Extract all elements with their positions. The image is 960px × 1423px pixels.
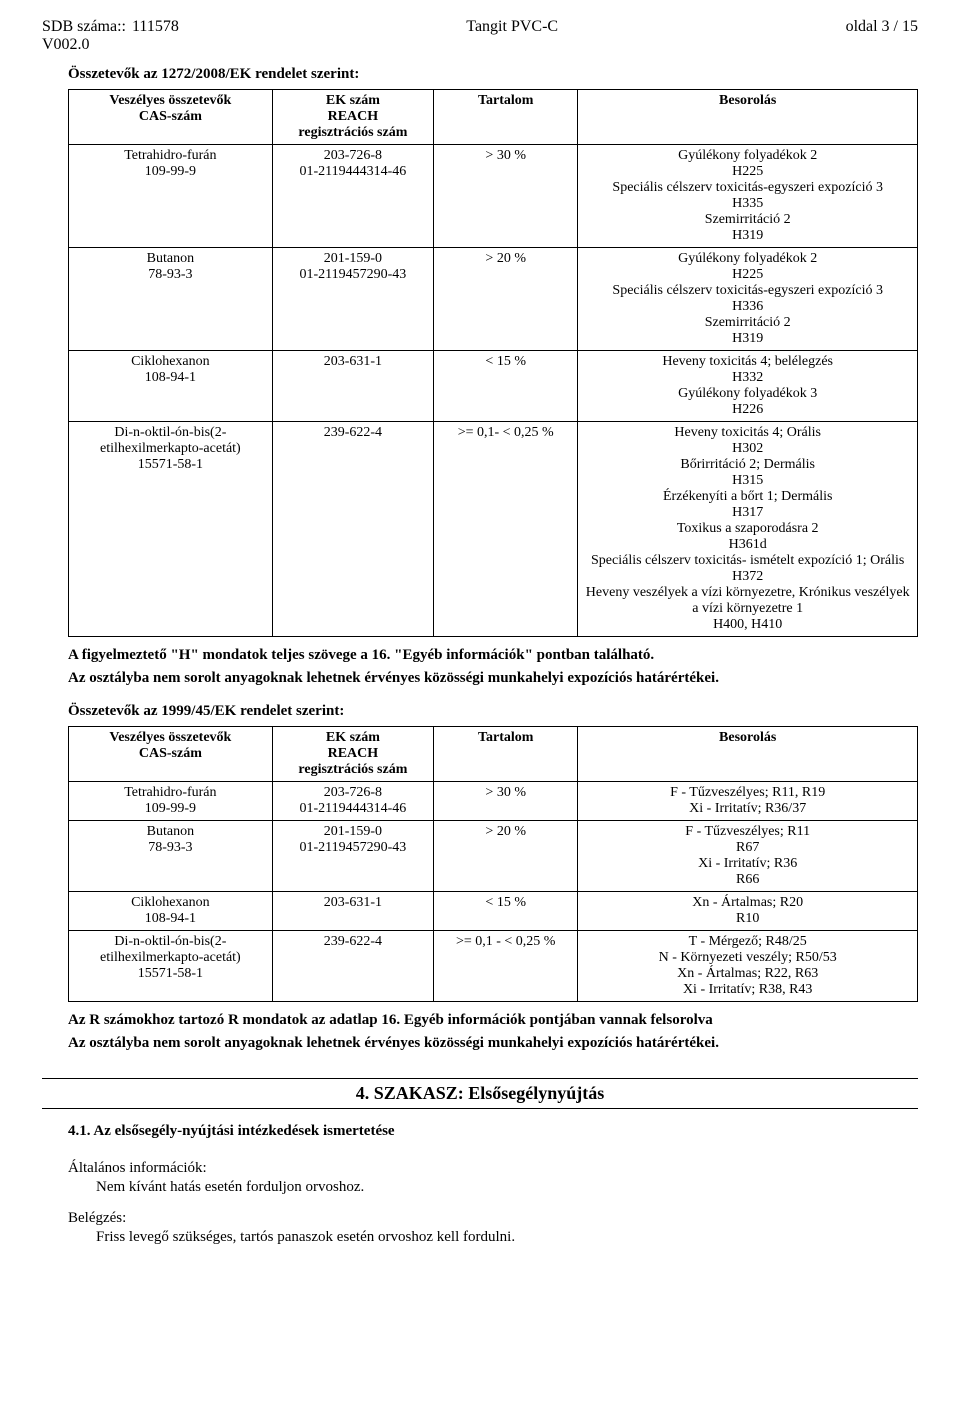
th-text: EK szám [326, 93, 380, 108]
note-h-phrases: A figyelmeztető "H" mondatok teljes szöv… [68, 647, 918, 664]
cell-classification: F - Tűzveszélyes; R11R67Xi - Irritatív; … [578, 821, 918, 892]
cell-ek: 201-159-001-2119457290-43 [272, 248, 433, 351]
cell-ek: 203-631-1 [272, 892, 433, 931]
table-row: Butanon78-93-3201-159-001-2119457290-43>… [69, 248, 918, 351]
col-content: Tartalom [434, 727, 578, 782]
cell-content: < 15 % [434, 892, 578, 931]
general-info-label: Általános információk: [68, 1160, 918, 1177]
table-header-row: Veszélyes összetevők CAS-szám EK szám RE… [69, 90, 918, 145]
cell-classification: Heveny toxicitás 4; belélegzésH332Gyúlék… [578, 351, 918, 422]
note-limits-1: Az osztályba nem sorolt anyagoknak lehet… [68, 670, 918, 687]
sdb-label: SDB száma:: [42, 18, 126, 36]
col-ek: EK szám REACH regisztrációs szám [272, 727, 433, 782]
cell-classification: T - Mérgező; R48/25N - Környezeti veszél… [578, 931, 918, 1002]
col-class: Besorolás [578, 727, 918, 782]
cell-substance: Ciklohexanon108-94-1 [69, 351, 273, 422]
th-text: REACH [328, 746, 379, 761]
cell-substance: Di-n-oktil-ón-bis(2-etilhexilmerkapto-ac… [69, 931, 273, 1002]
th-text: regisztrációs szám [298, 762, 407, 777]
th-text: Veszélyes összetevők [109, 730, 231, 745]
cell-ek: 239-622-4 [272, 931, 433, 1002]
table-row: Di-n-oktil-ón-bis(2-etilhexilmerkapto-ac… [69, 931, 918, 1002]
section-1272-title: Összetevők az 1272/2008/EK rendelet szer… [68, 66, 918, 83]
table-row: Tetrahidro-furán109-99-9203-726-801-2119… [69, 145, 918, 248]
cell-content: > 30 % [434, 782, 578, 821]
th-text: CAS-szám [139, 746, 202, 761]
th-text: regisztrációs szám [298, 125, 407, 140]
col-substance: Veszélyes összetevők CAS-szám [69, 90, 273, 145]
cell-substance: Butanon78-93-3 [69, 248, 273, 351]
cell-classification: Heveny toxicitás 4; OrálisH302Bőrirritác… [578, 422, 918, 637]
cell-content: > 30 % [434, 145, 578, 248]
section-4-heading: 4. SZAKASZ: Elsősegélynyújtás [42, 1078, 918, 1109]
cell-classification: Gyúlékony folyadékok 2H225Speciális céls… [578, 145, 918, 248]
table-row: Butanon78-93-3201-159-001-2119457290-43>… [69, 821, 918, 892]
general-info-text: Nem kívánt hatás esetén forduljon orvosh… [68, 1179, 918, 1196]
page-header: SDB száma:: 111578 V002.0 Tangit PVC-C o… [42, 18, 918, 54]
cell-substance: Tetrahidro-furán109-99-9 [69, 145, 273, 248]
cell-content: < 15 % [434, 351, 578, 422]
col-ek: EK szám REACH regisztrációs szám [272, 90, 433, 145]
section-1999-title: Összetevők az 1999/45/EK rendelet szerin… [68, 703, 918, 720]
cell-ek: 201-159-001-2119457290-43 [272, 821, 433, 892]
cell-substance: Ciklohexanon108-94-1 [69, 892, 273, 931]
table-row: Ciklohexanon108-94-1203-631-1< 15 %Xn - … [69, 892, 918, 931]
table-header-row: Veszélyes összetevők CAS-szám EK szám RE… [69, 727, 918, 782]
section-4-1-title: 4.1. Az elsősegély-nyújtási intézkedések… [68, 1123, 918, 1140]
th-text: CAS-szám [139, 109, 202, 124]
sdb-value: 111578 [132, 18, 179, 36]
table-row: Ciklohexanon108-94-1203-631-1< 15 %Heven… [69, 351, 918, 422]
cell-content: > 20 % [434, 248, 578, 351]
note-limits-2: Az osztályba nem sorolt anyagoknak lehet… [68, 1035, 918, 1052]
th-text: Veszélyes összetevők [109, 93, 231, 108]
cell-ek: 203-726-801-2119444314-46 [272, 145, 433, 248]
col-content: Tartalom [434, 90, 578, 145]
cell-classification: F - Tűzveszélyes; R11, R19Xi - Irritatív… [578, 782, 918, 821]
table-1272: Veszélyes összetevők CAS-szám EK szám RE… [68, 89, 918, 637]
table-row: Di-n-oktil-ón-bis(2-etilhexilmerkapto-ac… [69, 422, 918, 637]
cell-substance: Di-n-oktil-ón-bis(2-etilhexilmerkapto-ac… [69, 422, 273, 637]
page-number: oldal 3 / 15 [846, 18, 918, 54]
th-text: REACH [328, 109, 379, 124]
version: V002.0 [42, 36, 179, 54]
cell-classification: Gyúlékony folyadékok 2H225Speciális céls… [578, 248, 918, 351]
cell-substance: Butanon78-93-3 [69, 821, 273, 892]
inhalation-label: Belégzés: [68, 1210, 918, 1227]
th-text: EK szám [326, 730, 380, 745]
inhalation-text: Friss levegő szükséges, tartós panaszok … [68, 1229, 918, 1246]
col-substance: Veszélyes összetevők CAS-szám [69, 727, 273, 782]
table-1999: Veszélyes összetevők CAS-szám EK szám RE… [68, 726, 918, 1002]
cell-ek: 203-631-1 [272, 351, 433, 422]
page: SDB száma:: 111578 V002.0 Tangit PVC-C o… [0, 0, 960, 1278]
cell-substance: Tetrahidro-furán109-99-9 [69, 782, 273, 821]
cell-classification: Xn - Ártalmas; R20R10 [578, 892, 918, 931]
cell-ek: 239-622-4 [272, 422, 433, 637]
cell-content: > 20 % [434, 821, 578, 892]
cell-content: >= 0,1 - < 0,25 % [434, 931, 578, 1002]
product-name: Tangit PVC-C [466, 18, 558, 54]
header-left: SDB száma:: 111578 V002.0 [42, 18, 179, 54]
table-row: Tetrahidro-furán109-99-9203-726-801-2119… [69, 782, 918, 821]
note-r-phrases: Az R számokhoz tartozó R mondatok az ada… [68, 1012, 918, 1029]
col-class: Besorolás [578, 90, 918, 145]
cell-content: >= 0,1- < 0,25 % [434, 422, 578, 637]
cell-ek: 203-726-801-2119444314-46 [272, 782, 433, 821]
